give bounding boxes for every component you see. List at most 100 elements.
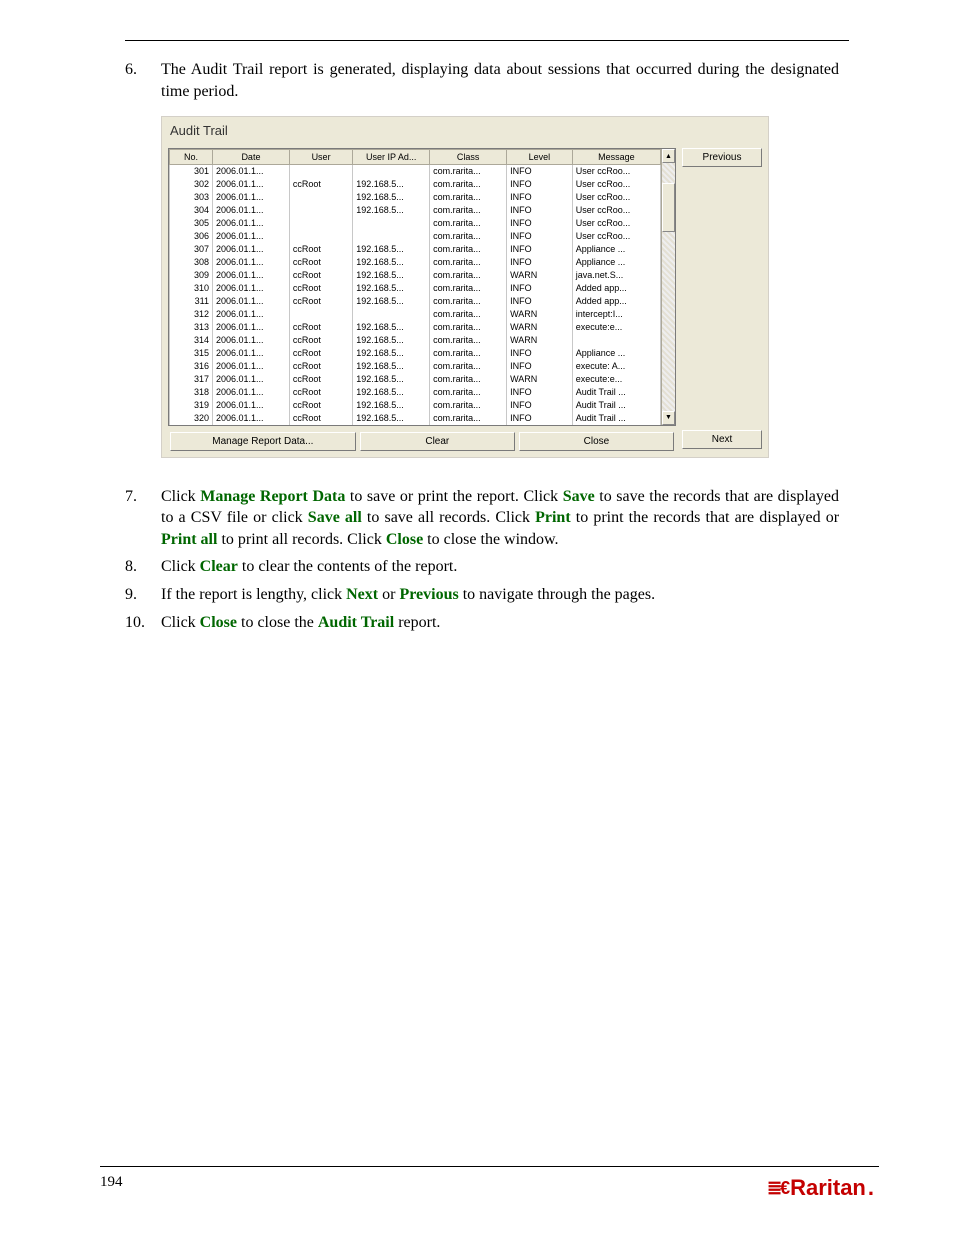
- vertical-scrollbar[interactable]: ▲ ▼: [661, 149, 675, 425]
- table-cell: ccRoot: [289, 386, 352, 399]
- close-button[interactable]: Close: [519, 432, 674, 451]
- col-level[interactable]: Level: [507, 150, 573, 165]
- table-cell: 192.168.5...: [353, 295, 430, 308]
- table-cell: com.rarita...: [430, 360, 507, 373]
- table-row[interactable]: 3152006.01.1...ccRoot192.168.5...com.rar…: [170, 347, 661, 360]
- table-row[interactable]: 3202006.01.1...ccRoot192.168.5...com.rar…: [170, 412, 661, 425]
- table-cell: ccRoot: [289, 347, 352, 360]
- table-row[interactable]: 3012006.01.1...com.rarita...INFOUser ccR…: [170, 165, 661, 178]
- table-cell: com.rarita...: [430, 334, 507, 347]
- table-cell: ccRoot: [289, 269, 352, 282]
- col-no[interactable]: No.: [170, 150, 213, 165]
- table-row[interactable]: 3082006.01.1...ccRoot192.168.5...com.rar…: [170, 256, 661, 269]
- table-cell: 192.168.5...: [353, 191, 430, 204]
- step-number-7: 7.: [125, 486, 161, 551]
- table-row[interactable]: 3132006.01.1...ccRoot192.168.5...com.rar…: [170, 321, 661, 334]
- table-cell: 305: [170, 217, 213, 230]
- step-9-text: If the report is lengthy, click Next or …: [161, 584, 839, 606]
- table-cell: [289, 217, 352, 230]
- scroll-down-icon[interactable]: ▼: [662, 411, 675, 425]
- scroll-up-icon[interactable]: ▲: [662, 149, 675, 163]
- col-class[interactable]: Class: [430, 150, 507, 165]
- table-cell: INFO: [507, 295, 573, 308]
- clear-button[interactable]: Clear: [360, 432, 515, 451]
- table-cell: intercept:I...: [572, 308, 660, 321]
- table-cell: Audit Trail ...: [572, 412, 660, 425]
- table-cell: com.rarita...: [430, 373, 507, 386]
- table-cell: 2006.01.1...: [212, 191, 289, 204]
- table-cell: ccRoot: [289, 243, 352, 256]
- table-row[interactable]: 3142006.01.1...ccRoot192.168.5...com.rar…: [170, 334, 661, 347]
- table-cell: ccRoot: [289, 178, 352, 191]
- table-cell: 192.168.5...: [353, 386, 430, 399]
- table-row[interactable]: 3162006.01.1...ccRoot192.168.5...com.rar…: [170, 360, 661, 373]
- table-cell: INFO: [507, 347, 573, 360]
- table-cell: 306: [170, 230, 213, 243]
- table-cell: 2006.01.1...: [212, 308, 289, 321]
- step-6-text: The Audit Trail report is generated, dis…: [161, 59, 839, 102]
- table-row[interactable]: 3022006.01.1...ccRoot192.168.5...com.rar…: [170, 178, 661, 191]
- table-row[interactable]: 3032006.01.1...192.168.5...com.rarita...…: [170, 191, 661, 204]
- table-row[interactable]: 3112006.01.1...ccRoot192.168.5...com.rar…: [170, 295, 661, 308]
- table-cell: com.rarita...: [430, 386, 507, 399]
- table-row[interactable]: 3092006.01.1...ccRoot192.168.5...com.rar…: [170, 269, 661, 282]
- table-cell: 2006.01.1...: [212, 386, 289, 399]
- table-cell: INFO: [507, 178, 573, 191]
- col-user[interactable]: User: [289, 150, 352, 165]
- table-cell: INFO: [507, 243, 573, 256]
- table-cell: 307: [170, 243, 213, 256]
- table-cell: Appliance ...: [572, 347, 660, 360]
- table-cell: com.rarita...: [430, 321, 507, 334]
- table-cell: execute: A...: [572, 360, 660, 373]
- table-cell: 317: [170, 373, 213, 386]
- table-cell: 192.168.5...: [353, 399, 430, 412]
- table-cell: Added app...: [572, 282, 660, 295]
- scroll-track[interactable]: [662, 163, 675, 411]
- table-cell: execute:e...: [572, 321, 660, 334]
- table-cell: 301: [170, 165, 213, 178]
- table-cell: [289, 230, 352, 243]
- table-cell: 2006.01.1...: [212, 165, 289, 178]
- table-row[interactable]: 3192006.01.1...ccRoot192.168.5...com.rar…: [170, 399, 661, 412]
- table-cell: 304: [170, 204, 213, 217]
- scroll-thumb[interactable]: [662, 183, 675, 233]
- table-cell: com.rarita...: [430, 178, 507, 191]
- table-cell: INFO: [507, 204, 573, 217]
- table-row[interactable]: 3102006.01.1...ccRoot192.168.5...com.rar…: [170, 282, 661, 295]
- table-row[interactable]: 3122006.01.1...com.rarita...WARNintercep…: [170, 308, 661, 321]
- next-button[interactable]: Next: [682, 430, 762, 449]
- step-number-10: 10.: [125, 612, 161, 634]
- table-cell: 192.168.5...: [353, 360, 430, 373]
- table-cell: 2006.01.1...: [212, 321, 289, 334]
- table-cell: ccRoot: [289, 295, 352, 308]
- previous-button[interactable]: Previous: [682, 148, 762, 167]
- table-cell: 2006.01.1...: [212, 178, 289, 191]
- table-cell: Appliance ...: [572, 256, 660, 269]
- table-row[interactable]: 3062006.01.1...com.rarita...INFOUser ccR…: [170, 230, 661, 243]
- table-cell: ccRoot: [289, 282, 352, 295]
- table-row[interactable]: 3052006.01.1...com.rarita...INFOUser ccR…: [170, 217, 661, 230]
- table-row[interactable]: 3042006.01.1...192.168.5...com.rarita...…: [170, 204, 661, 217]
- table-cell: 192.168.5...: [353, 334, 430, 347]
- table-cell: [289, 191, 352, 204]
- table-cell: 192.168.5...: [353, 282, 430, 295]
- table-cell: 2006.01.1...: [212, 243, 289, 256]
- table-cell: com.rarita...: [430, 282, 507, 295]
- col-date[interactable]: Date: [212, 150, 289, 165]
- table-cell: 2006.01.1...: [212, 230, 289, 243]
- table-cell: 2006.01.1...: [212, 347, 289, 360]
- col-userip[interactable]: User IP Ad...: [353, 150, 430, 165]
- table-cell: com.rarita...: [430, 191, 507, 204]
- table-cell: [353, 308, 430, 321]
- table-cell: 2006.01.1...: [212, 334, 289, 347]
- table-cell: com.rarita...: [430, 412, 507, 425]
- table-cell: INFO: [507, 217, 573, 230]
- table-cell: 2006.01.1...: [212, 282, 289, 295]
- table-row[interactable]: 3072006.01.1...ccRoot192.168.5...com.rar…: [170, 243, 661, 256]
- table-cell: Added app...: [572, 295, 660, 308]
- table-cell: User ccRoo...: [572, 217, 660, 230]
- table-row[interactable]: 3172006.01.1...ccRoot192.168.5...com.rar…: [170, 373, 661, 386]
- table-row[interactable]: 3182006.01.1...ccRoot192.168.5...com.rar…: [170, 386, 661, 399]
- manage-report-data-button[interactable]: Manage Report Data...: [170, 432, 356, 451]
- col-message[interactable]: Message: [572, 150, 660, 165]
